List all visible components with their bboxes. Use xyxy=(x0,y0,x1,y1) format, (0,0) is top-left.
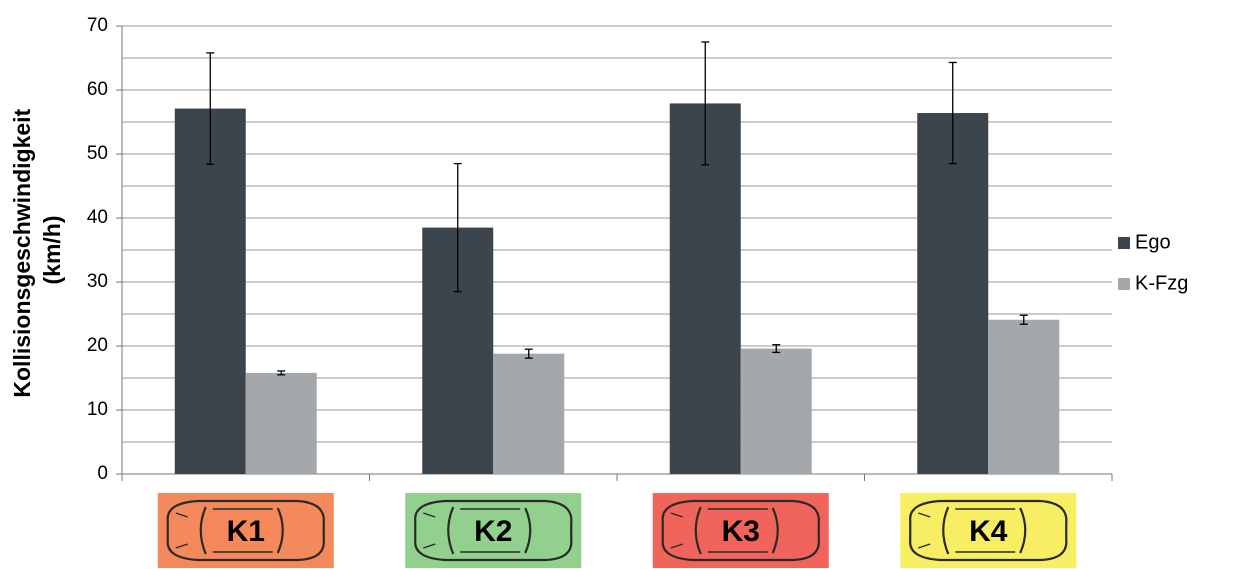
y-tick-label: 40 xyxy=(87,207,108,228)
car-roof xyxy=(175,508,273,553)
y-tick-label: 50 xyxy=(87,143,108,164)
legend-swatch xyxy=(1118,237,1130,249)
bar xyxy=(917,113,989,474)
category-background xyxy=(157,493,334,568)
y-tick-label: 30 xyxy=(87,271,108,292)
x-tick-label: K2 xyxy=(474,515,512,548)
category-background xyxy=(405,493,582,568)
category-badge: K2 xyxy=(405,493,582,568)
car-icon xyxy=(414,499,573,562)
x-tick-label: K1 xyxy=(227,515,265,548)
car-windshield xyxy=(199,506,284,555)
car-roof xyxy=(918,508,1016,553)
car-icon xyxy=(661,499,820,562)
car-body xyxy=(661,499,820,562)
bar xyxy=(174,108,246,474)
error-bar xyxy=(453,162,462,293)
y-tick-label: 70 xyxy=(87,15,108,36)
car-body xyxy=(166,499,325,562)
x-tick-label: K3 xyxy=(722,515,760,548)
car-windshield xyxy=(694,506,779,555)
category-badge: K4 xyxy=(900,493,1077,568)
car-roof xyxy=(670,508,768,553)
car-windshield xyxy=(942,506,1027,555)
car-body xyxy=(909,499,1068,562)
category-background xyxy=(652,493,829,568)
error-bar xyxy=(277,370,286,376)
category-background xyxy=(900,493,1077,568)
error-bar xyxy=(524,348,533,359)
category-badge: K3 xyxy=(652,493,829,568)
legend-label: Ego xyxy=(1135,231,1171,253)
car-body xyxy=(414,499,573,562)
y-tick-label: 10 xyxy=(87,399,108,420)
bar xyxy=(988,319,1060,474)
y-tick-label: 20 xyxy=(87,335,108,356)
car-icon xyxy=(909,499,1068,562)
category-badge: K1 xyxy=(157,493,334,568)
car-roof xyxy=(423,508,521,553)
car-icon xyxy=(166,499,325,562)
y-axis-title-line: Kollisionsgeschwindigkeit xyxy=(9,108,35,397)
y-axis-title-line: (km/h) xyxy=(39,216,65,285)
legend-swatch xyxy=(1118,278,1130,290)
error-bar xyxy=(772,344,781,354)
error-bar xyxy=(1019,314,1028,325)
bar xyxy=(245,372,317,474)
car-windshield xyxy=(447,506,532,555)
x-tick-label: K4 xyxy=(969,515,1008,548)
bar xyxy=(493,353,565,474)
y-tick-label: 0 xyxy=(97,463,108,484)
y-tick-label: 60 xyxy=(87,79,108,100)
y-axis-title: Kollisionsgeschwindigkeit (km/h) xyxy=(9,102,65,397)
bar xyxy=(740,348,812,474)
error-bar xyxy=(206,52,215,165)
error-bar xyxy=(948,61,957,165)
legend-label: K-Fzg xyxy=(1135,272,1188,294)
error-bar xyxy=(701,41,710,166)
